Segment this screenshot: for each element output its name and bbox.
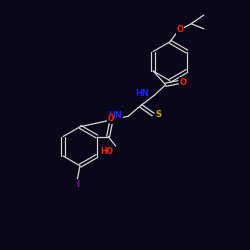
Text: HO: HO: [100, 146, 114, 156]
Text: O: O: [180, 78, 186, 87]
Text: O: O: [108, 114, 114, 123]
Text: S: S: [156, 110, 162, 119]
Text: HN: HN: [109, 110, 122, 120]
Text: I: I: [76, 180, 79, 189]
Text: O: O: [176, 25, 184, 34]
Text: HN: HN: [135, 90, 149, 98]
